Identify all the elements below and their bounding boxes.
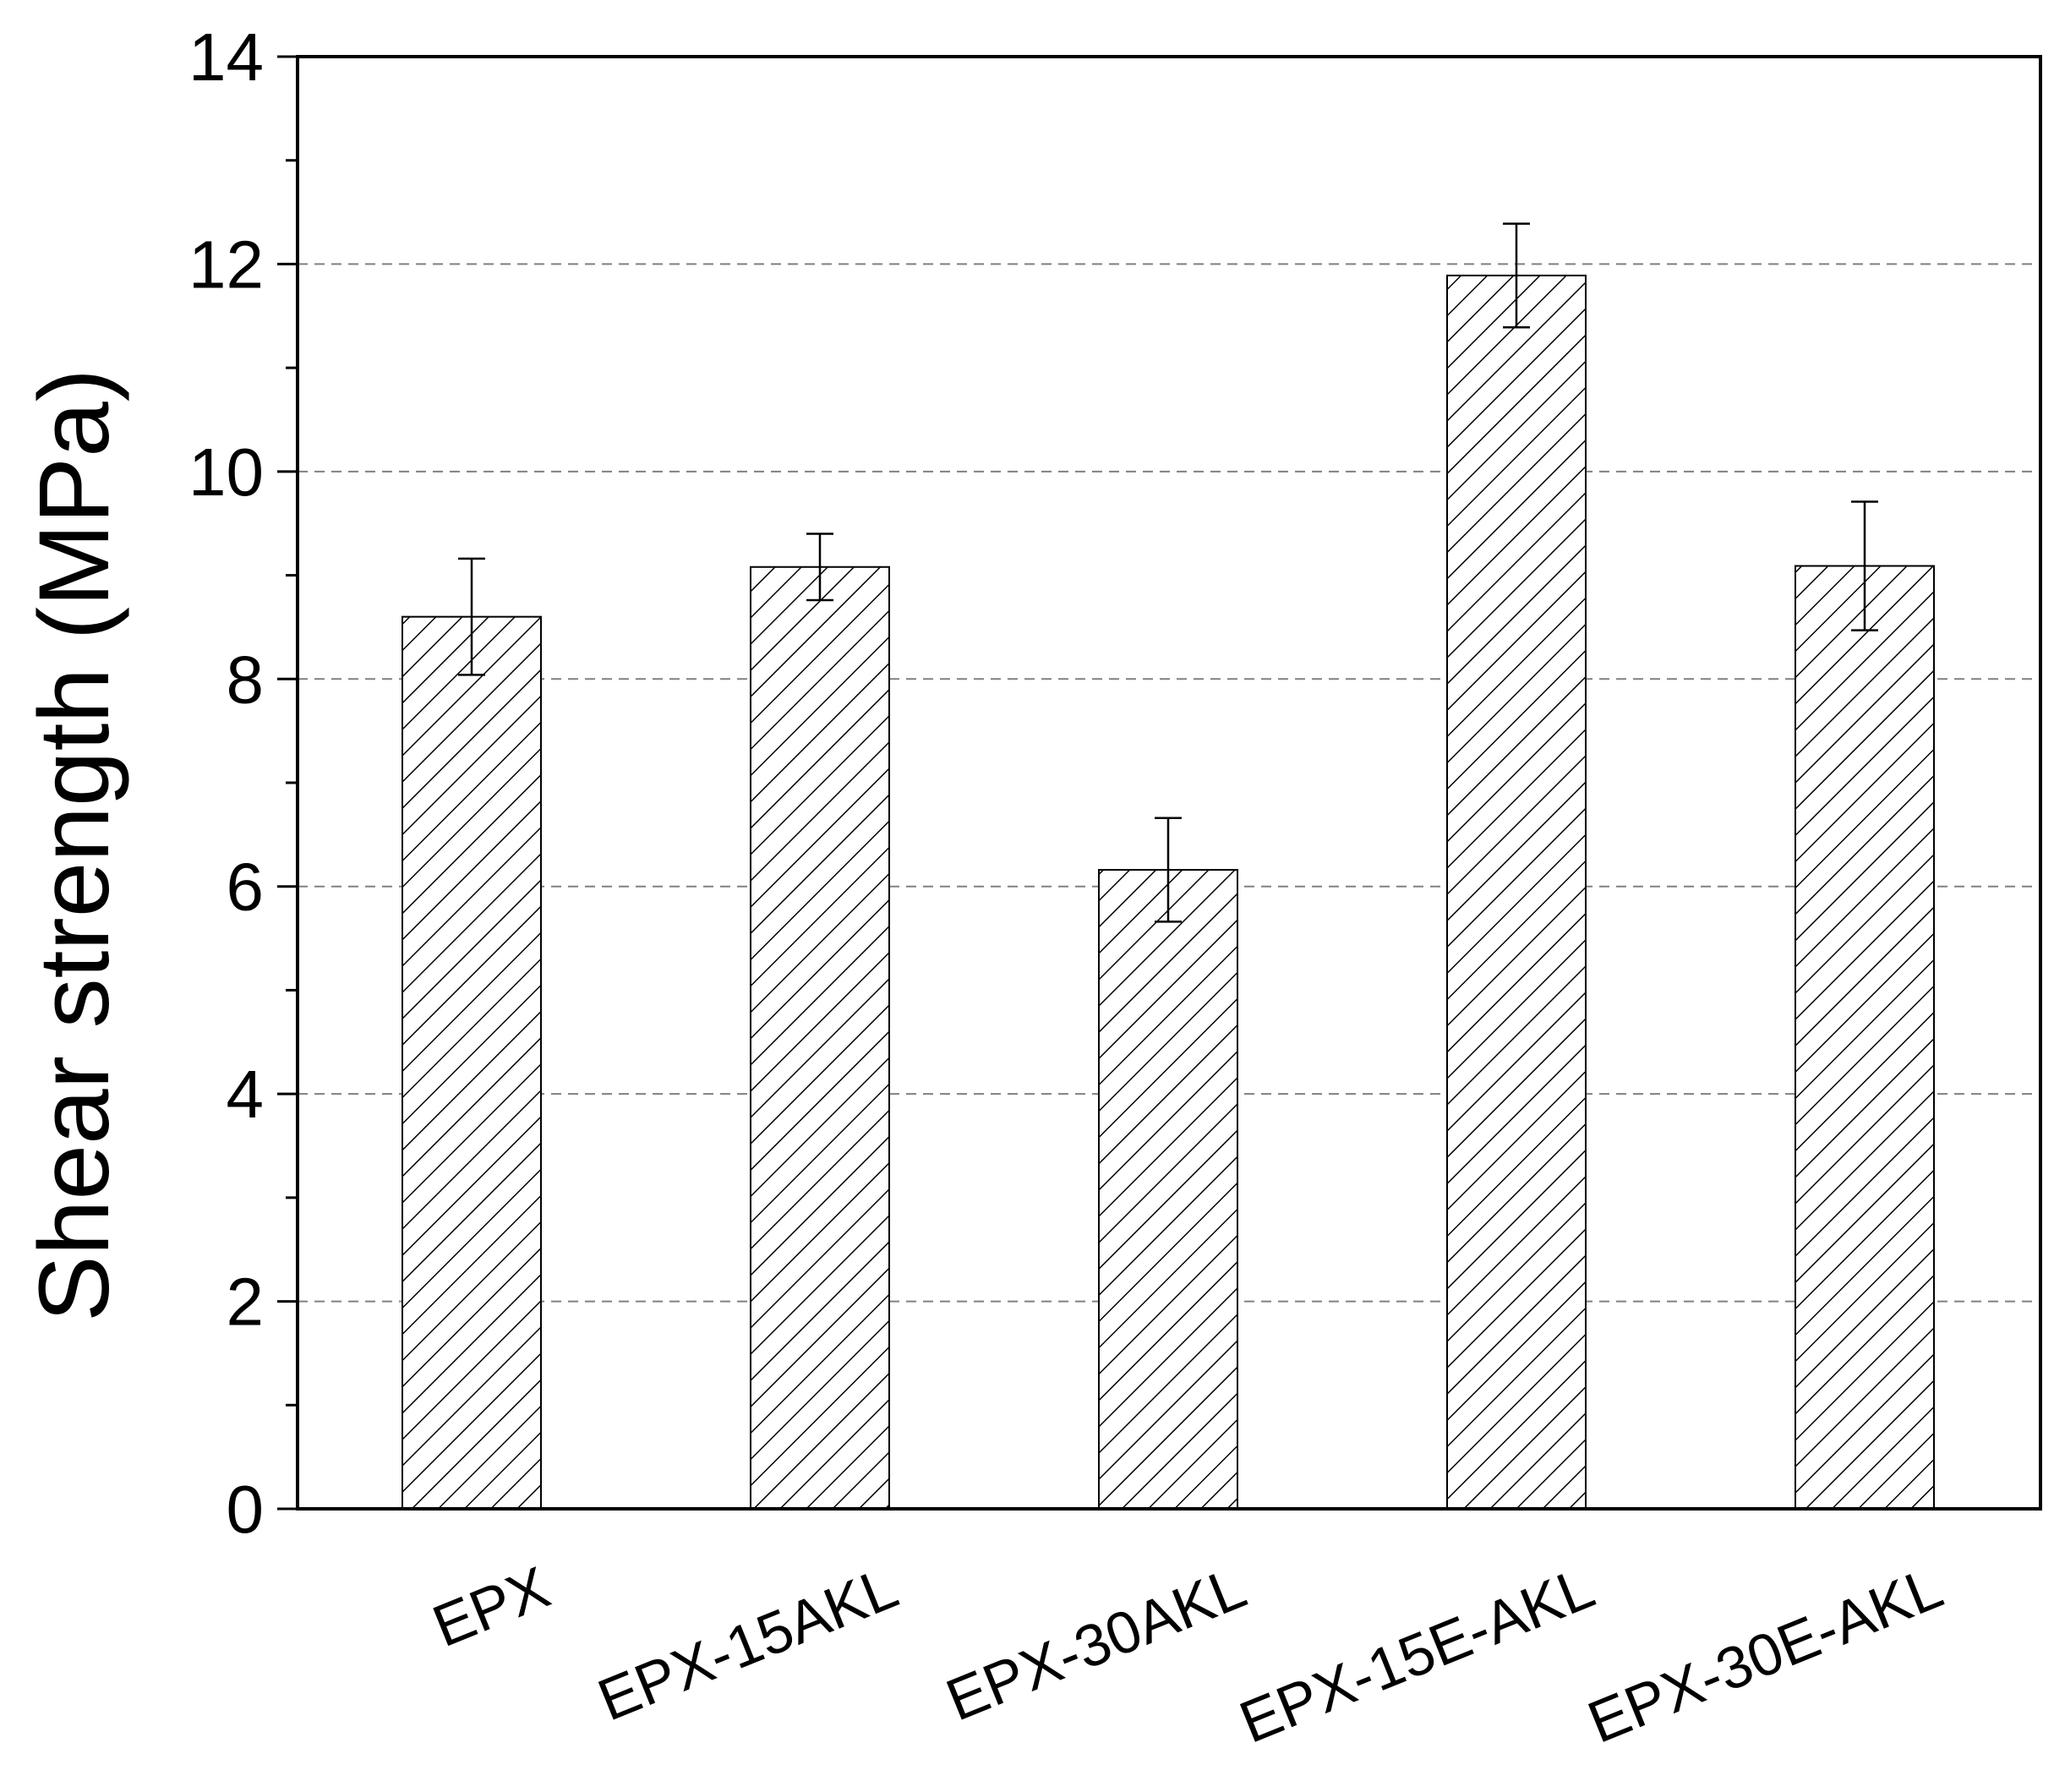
y-tick-label: 0 [227, 1472, 265, 1547]
y-axis-tick-labels: 0 2 4 6 8 10 12 14 [188, 19, 264, 1547]
x-axis-tick-labels: EPX EPX-15AKL EPX-30AKLEPX-15E-AKLEPX-30E-… [423, 1554, 1951, 1755]
error-bar [1155, 817, 1182, 923]
y-tick-label: 12 [188, 227, 264, 302]
y-tick-label: 10 [188, 434, 264, 510]
bar [1098, 869, 1238, 1510]
error-bar [1503, 222, 1530, 329]
bars [402, 274, 1935, 1511]
y-tick-label: 6 [227, 850, 265, 925]
y-tick-label: 4 [227, 1057, 265, 1132]
error-bar [1851, 500, 1878, 631]
bar [750, 565, 890, 1510]
x-tick-label: EPX [423, 1554, 558, 1659]
x-tick-label: EPX-30E-AKL [1579, 1554, 1951, 1755]
error-bar [806, 533, 833, 602]
y-tick-label: 8 [227, 642, 265, 717]
error-bars [458, 222, 1878, 923]
y-axis-label: Shear strength (MPa) [19, 369, 130, 1322]
x-tick-label: EPX-15E-AKL [1231, 1554, 1603, 1755]
x-tick-label: EPX-15AKL [589, 1554, 907, 1733]
bar [402, 615, 542, 1511]
y-axis-ticks [277, 55, 298, 1511]
y-tick-label: 2 [227, 1265, 265, 1340]
bar [1795, 565, 1935, 1511]
error-bar [458, 557, 485, 676]
x-tick-label: EPX-30AKL [937, 1554, 1255, 1733]
bar [1446, 274, 1587, 1511]
y-tick-label: 14 [188, 19, 264, 95]
